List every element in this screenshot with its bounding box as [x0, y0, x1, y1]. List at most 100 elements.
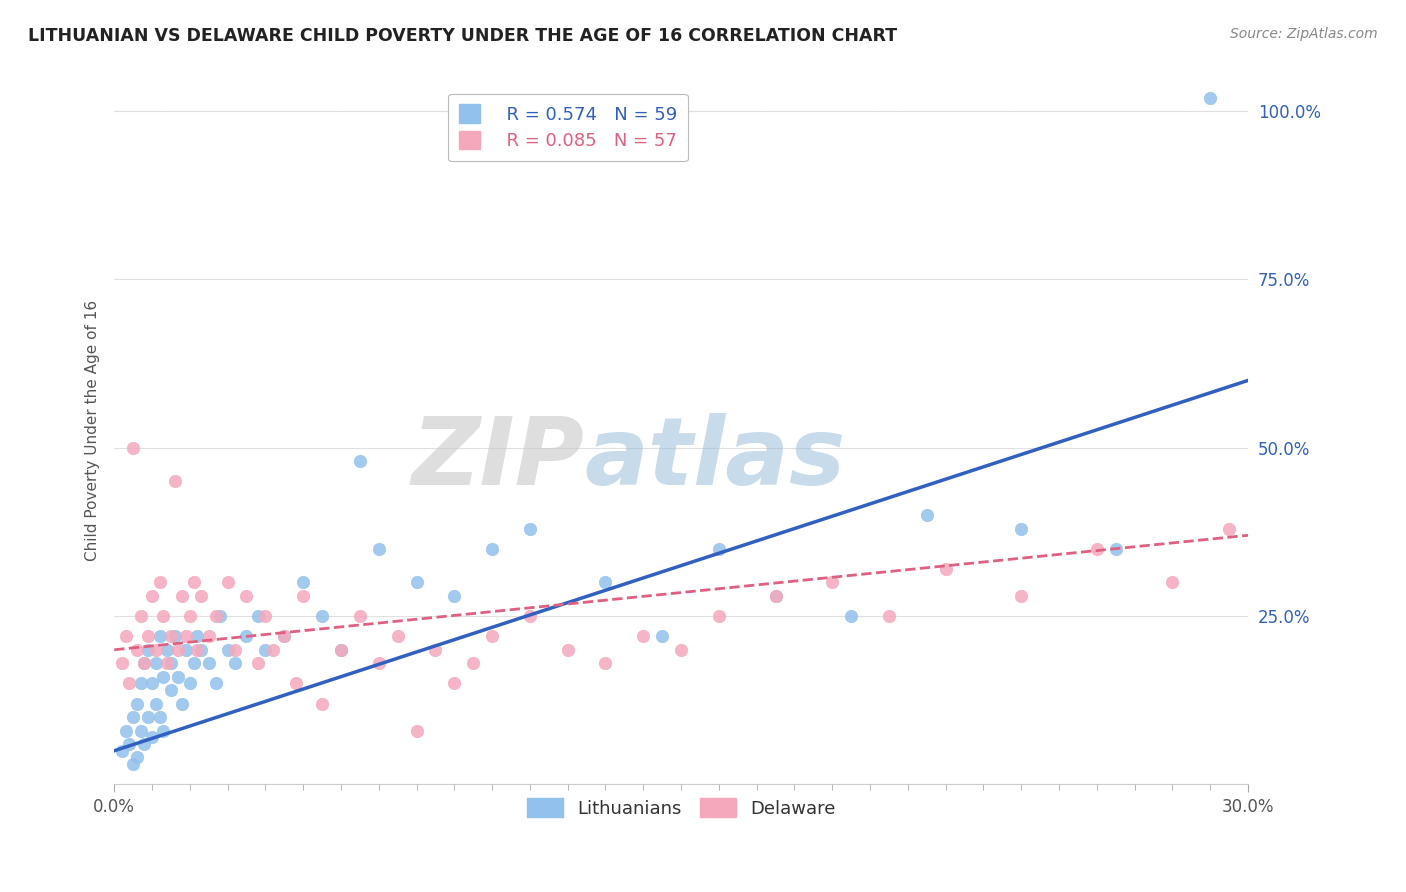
- Point: [839, 609, 862, 624]
- Point: [145, 642, 167, 657]
- Point: [179, 609, 201, 624]
- Point: [134, 657, 156, 671]
- Point: [481, 541, 503, 556]
- Point: [651, 629, 673, 643]
- Point: [707, 541, 730, 556]
- Point: [156, 657, 179, 671]
- Text: atlas: atlas: [585, 413, 846, 505]
- Point: [136, 629, 159, 643]
- Point: [481, 629, 503, 643]
- Point: [463, 657, 485, 671]
- Point: [152, 723, 174, 738]
- Point: [284, 676, 307, 690]
- Point: [145, 657, 167, 671]
- Point: [205, 609, 228, 624]
- Point: [163, 629, 186, 643]
- Point: [246, 609, 269, 624]
- Point: [595, 575, 617, 590]
- Point: [1105, 541, 1128, 556]
- Point: [160, 629, 183, 643]
- Point: [1218, 522, 1240, 536]
- Point: [367, 541, 389, 556]
- Point: [197, 657, 219, 671]
- Point: [134, 657, 156, 671]
- Text: ZIP: ZIP: [412, 413, 585, 505]
- Point: [148, 710, 170, 724]
- Point: [292, 575, 315, 590]
- Point: [156, 642, 179, 657]
- Point: [122, 757, 145, 772]
- Point: [262, 642, 284, 657]
- Point: [765, 589, 787, 603]
- Point: [254, 642, 277, 657]
- Point: [136, 642, 159, 657]
- Point: [669, 642, 692, 657]
- Point: [145, 697, 167, 711]
- Point: [167, 670, 190, 684]
- Point: [129, 723, 152, 738]
- Point: [190, 642, 212, 657]
- Point: [519, 609, 541, 624]
- Point: [111, 657, 134, 671]
- Point: [1010, 522, 1032, 536]
- Point: [224, 642, 246, 657]
- Point: [557, 642, 579, 657]
- Point: [633, 629, 655, 643]
- Point: [224, 657, 246, 671]
- Point: [208, 609, 231, 624]
- Point: [148, 575, 170, 590]
- Point: [311, 697, 333, 711]
- Point: [172, 589, 194, 603]
- Point: [125, 697, 148, 711]
- Point: [111, 744, 134, 758]
- Point: [172, 697, 194, 711]
- Point: [179, 676, 201, 690]
- Point: [349, 609, 371, 624]
- Point: [183, 657, 205, 671]
- Point: [118, 676, 141, 690]
- Point: [246, 657, 269, 671]
- Point: [311, 609, 333, 624]
- Point: [160, 683, 183, 698]
- Point: [122, 441, 145, 455]
- Point: [186, 642, 208, 657]
- Point: [329, 642, 352, 657]
- Point: [935, 562, 957, 576]
- Point: [190, 589, 212, 603]
- Point: [197, 629, 219, 643]
- Point: [129, 676, 152, 690]
- Point: [152, 609, 174, 624]
- Point: [349, 454, 371, 468]
- Point: [1010, 589, 1032, 603]
- Point: [163, 475, 186, 489]
- Point: [114, 629, 136, 643]
- Point: [821, 575, 844, 590]
- Point: [186, 629, 208, 643]
- Point: [134, 737, 156, 751]
- Point: [114, 723, 136, 738]
- Point: [217, 575, 239, 590]
- Point: [367, 657, 389, 671]
- Point: [1199, 90, 1222, 104]
- Point: [235, 589, 257, 603]
- Point: [387, 629, 409, 643]
- Point: [152, 670, 174, 684]
- Point: [148, 629, 170, 643]
- Point: [235, 629, 257, 643]
- Point: [141, 731, 163, 745]
- Legend: Lithuanians, Delaware: Lithuanians, Delaware: [519, 791, 842, 825]
- Point: [122, 710, 145, 724]
- Point: [118, 737, 141, 751]
- Y-axis label: Child Poverty Under the Age of 16: Child Poverty Under the Age of 16: [86, 301, 100, 561]
- Point: [877, 609, 900, 624]
- Point: [136, 710, 159, 724]
- Point: [254, 609, 277, 624]
- Point: [174, 629, 197, 643]
- Point: [1085, 541, 1108, 556]
- Point: [129, 609, 152, 624]
- Point: [443, 589, 465, 603]
- Point: [174, 642, 197, 657]
- Point: [141, 676, 163, 690]
- Point: [519, 522, 541, 536]
- Point: [125, 750, 148, 764]
